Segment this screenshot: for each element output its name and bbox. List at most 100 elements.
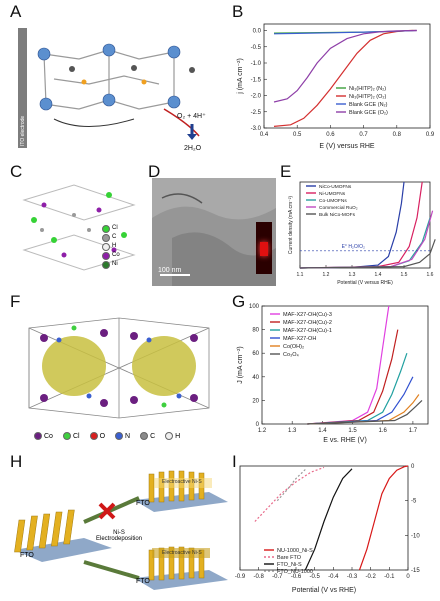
x-tick-label: 0.7	[359, 132, 368, 138]
legend-swatch	[62, 432, 71, 440]
legend-item-h: H	[102, 242, 120, 251]
scale-bar	[160, 274, 190, 276]
fto-label-top: FTO	[136, 500, 150, 507]
legend-label: H	[175, 432, 181, 440]
legend-swatch	[102, 260, 110, 269]
legend-label: Co₃O₄	[283, 352, 300, 358]
reaction-reactants: O₂ + 4H⁺	[177, 113, 206, 120]
panel-label-b: B	[232, 2, 244, 21]
panel-g-chart: 1.2 1.3 1.4 1.5 1.6 1.7 0 20 40 60 80 100 E vs. RHE …	[236, 300, 436, 450]
y-tick-label: 20	[252, 398, 259, 404]
chart-b-svg: 0.4 0.5 0.6 0.7 0.8 0.9 0.0 -0.5 -1.0 -1.5 -2.0 -2.…	[237, 23, 435, 150]
legend-label: FTO_Ni-S	[277, 562, 302, 568]
legend-f: Co Cl O N C H	[34, 432, 180, 440]
panel-label-a: A	[10, 2, 22, 21]
left-substrate	[14, 509, 112, 562]
legend-label: O	[99, 432, 106, 440]
x-tick-label: -0.6	[291, 574, 302, 580]
legend-label: N	[125, 432, 131, 440]
legend-label: Co	[112, 252, 120, 258]
x-tick-label: 1.4	[375, 272, 382, 278]
fto-label-bottom: FTO	[136, 578, 150, 585]
bottom-layer-label: Electroactive Ni-S	[162, 550, 202, 556]
scale-bar-label: 100 nm	[158, 267, 182, 274]
legend-swatch	[115, 432, 124, 440]
x-tick-label: 1.1	[297, 272, 304, 278]
panel-c-structure: Cl C H Co Ni	[14, 180, 144, 288]
framework-illustration: ITO electrode O₂ + 4H⁺ 2H₂O	[18, 28, 206, 152]
x-axis-label: Potential (V versus RHE)	[337, 280, 393, 286]
series-line	[254, 466, 325, 522]
bottom-substrate	[134, 546, 228, 590]
legend-swatch	[165, 432, 174, 440]
panel-label-i: I	[232, 452, 237, 471]
legend-swatch	[102, 242, 110, 251]
legend-item-c: C	[102, 233, 120, 242]
panel-d-tem-image: 100 nm	[152, 178, 276, 286]
legend-label: MAF-X27-OH(Cu)-1	[283, 328, 332, 334]
top-layer-label: Electroactive Ni-S	[162, 479, 202, 485]
legend-item-cl: Cl	[102, 224, 120, 233]
legend-label: Commercial RuO₂	[319, 205, 358, 211]
x-tick-label: 0.4	[260, 132, 269, 138]
chart-e-svg: 1.1 1.2 1.3 1.4 1.5 1.6 Potential (V versus RH…	[288, 181, 436, 286]
x-tick-label: 1.5	[348, 428, 357, 434]
annotation-label: E° H₂O/O₂	[342, 244, 365, 250]
x-tick-label: 1.2	[258, 428, 267, 434]
legend-label: Ni-UMOFNs	[319, 191, 346, 197]
panel-label-h: H	[10, 452, 23, 471]
legend-swatch	[89, 432, 98, 440]
y-tick-label: -2.5	[251, 110, 262, 116]
y-tick-label: 100	[249, 304, 260, 310]
y-tick-label: -2.0	[251, 94, 262, 100]
x-tick-label: 1.6	[427, 272, 434, 278]
y-tick-label: -1.5	[251, 77, 262, 83]
series-line	[299, 181, 405, 269]
y-tick-label: 0	[411, 464, 415, 470]
panel-h-schematic: FTO FTO FTO Electroactive Ni-S Electroac…	[14, 470, 228, 594]
plot-frame	[263, 23, 431, 129]
reaction-arrow	[163, 108, 200, 137]
legend-label: Cl	[72, 432, 80, 440]
legend-label: MAF-X27-OH(Cu)-3	[283, 312, 332, 318]
legend-label: Blank GCE (N₂)	[349, 102, 388, 108]
chart-g-svg: 1.2 1.3 1.4 1.5 1.6 1.7 0 20 40 60 80 100 E vs. RHE …	[237, 304, 429, 444]
y-tick-label: -5	[411, 499, 417, 505]
legend-label: Cl	[112, 225, 118, 231]
panel-label-f: F	[10, 292, 21, 311]
fto-label-left: FTO	[20, 552, 34, 559]
x-tick-label: 0.6	[326, 132, 335, 138]
legend-label: Co-UMOFNs	[319, 198, 347, 204]
cross-icon	[98, 502, 116, 520]
reaction-product: 2H₂O	[184, 145, 202, 152]
legend-label: Ni₃(HITP)₂ (N₂)	[349, 86, 386, 92]
arrow-down	[83, 560, 140, 580]
mof-lattice	[37, 43, 195, 127]
x-tick-label: 0	[406, 574, 410, 580]
panel-b-chart: 0.4 0.5 0.6 0.7 0.8 0.9 0.0 -0.5 -1.0 -1.5 -2.0 -2.…	[236, 18, 436, 160]
x-tick-label: -0.4	[328, 574, 339, 580]
legend-label: Co	[44, 432, 53, 440]
electrodeposition-illustration	[14, 470, 228, 590]
legend-swatch	[102, 224, 110, 233]
legend-swatch	[102, 251, 110, 260]
y-tick-label: 80	[252, 328, 259, 334]
legend-item-n: N	[115, 432, 130, 440]
legend-label: NiCo-UMOFNs	[319, 184, 352, 190]
y-tick-label: -15	[411, 568, 420, 574]
x-tick-label: 0.9	[426, 132, 435, 138]
arrow-up	[83, 496, 140, 524]
x-axis-label: E (V) versus RHE	[319, 143, 375, 150]
y-axis-label: j (mA cm⁻²)	[237, 58, 244, 95]
legend-item-o: O	[89, 432, 106, 440]
legend-label: Ni	[112, 261, 118, 267]
x-tick-label: -0.1	[384, 574, 395, 580]
x-tick-label: 1.6	[379, 428, 388, 434]
legend-label: FTO_NU-1000	[277, 569, 313, 575]
panel-a-schematic: ITO electrode O₂ + 4H⁺ 2H₂O	[14, 24, 224, 154]
legend-swatch	[140, 432, 149, 440]
x-tick-label: -0.3	[347, 574, 358, 580]
deposition-label: Ni-S Electrodeposition	[95, 530, 143, 542]
x-tick-label: -0.9	[235, 574, 246, 580]
inset-photo	[256, 222, 272, 274]
